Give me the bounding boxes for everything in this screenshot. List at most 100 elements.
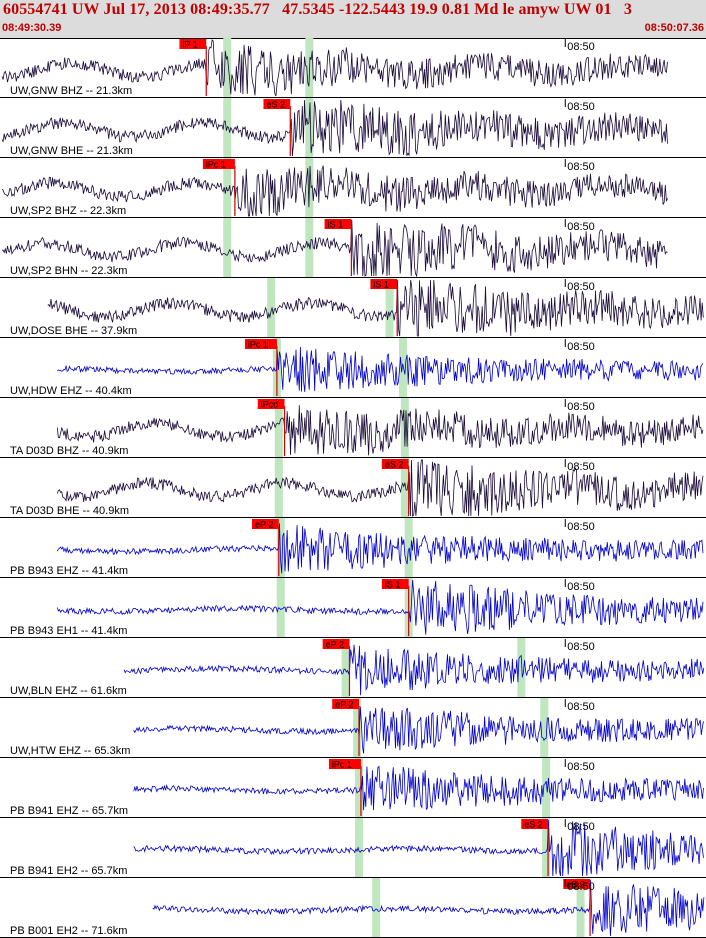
- time-tick-label: 08:50: [567, 821, 595, 833]
- predicted-arrival-band: [355, 758, 364, 818]
- predicted-arrival-band: [267, 278, 276, 338]
- time-tick-label: 08:50: [567, 521, 595, 533]
- predicted-arrival-band: [385, 278, 394, 338]
- pick-flag[interactable]: [244, 339, 277, 349]
- window-end-time: 08:50:07.36: [644, 22, 704, 34]
- predicted-arrival-band: [341, 638, 350, 698]
- channel-label: UW,GNW BHZ -- 21.3km: [10, 85, 132, 97]
- channel-label: PB B943 EH1 -- 41.4km: [10, 625, 127, 637]
- time-tick-label: 08:50: [567, 761, 595, 773]
- pick-flag[interactable]: [324, 219, 352, 229]
- time-tick-label: 08:50: [567, 401, 595, 413]
- pick-label: iPc 1: [332, 760, 352, 770]
- waveform-trace: [123, 644, 705, 696]
- channel-label: PB B943 EHZ -- 41.4km: [10, 565, 128, 577]
- pick-label: eS 2: [385, 460, 404, 470]
- channel-label: UW,SP2 BHN -- 22.3km: [10, 265, 127, 277]
- channel-label: UW,SP2 BHZ -- 22.3km: [10, 205, 126, 217]
- channel-row[interactable]: iP 1 08:50 UW,GNW BHZ -- 21.3km: [0, 38, 706, 98]
- pick-flag[interactable]: [263, 99, 291, 109]
- time-tick-label: 08:50: [567, 101, 595, 113]
- waveform-trace: [56, 523, 704, 574]
- waveform-trace: [56, 405, 704, 456]
- time-tick-label: 08:50: [567, 461, 595, 473]
- channel-row[interactable]: eP 2 08:50 PB B943 EHZ -- 41.4km: [0, 518, 706, 578]
- channel-label: TA D03D BHE -- 40.9km: [10, 505, 129, 517]
- time-tick-label: 08:50: [567, 581, 595, 593]
- time-tick-label: 08:50: [567, 701, 595, 713]
- predicted-arrival-band: [404, 518, 413, 578]
- pick-label: iPc 1: [206, 160, 226, 170]
- pick-flag[interactable]: [332, 699, 360, 709]
- predicted-arrival-band: [305, 98, 314, 158]
- waveform-trace: [133, 819, 704, 877]
- pick-flag[interactable]: [252, 519, 279, 529]
- window-start-time: 08:49:30.39: [2, 22, 62, 34]
- time-tick-label: 08:50: [567, 161, 595, 173]
- predicted-arrival-band: [400, 398, 409, 458]
- channel-row[interactable]: iPc 1 08:50 UW,SP2 BHZ -- 22.3km: [0, 158, 706, 218]
- waveform-trace: [56, 579, 704, 635]
- waveform-trace: [133, 706, 704, 754]
- pick-label: iPc 1: [248, 340, 268, 350]
- predicted-arrival-band: [576, 878, 585, 938]
- channel-row[interactable]: iPc 1 08:50 PB B941 EHZ -- 65.7km: [0, 758, 706, 818]
- channel-label: UW,BLN EHZ -- 61.6km: [10, 685, 127, 697]
- channel-row[interactable]: eP 2 08:50 UW,BLN EHZ -- 61.6km: [0, 638, 706, 698]
- channel-row[interactable]: eS 2 08:50 PB B941 EH2 -- 65.7km: [0, 818, 706, 878]
- pick-flag[interactable]: [202, 159, 235, 169]
- waveform-trace: [47, 279, 704, 337]
- predicted-arrival-band: [398, 338, 407, 398]
- time-tick-label: 08:50: [567, 641, 595, 653]
- channel-label: TA D03D BHZ -- 40.9km: [10, 445, 128, 457]
- waveform-trace: [133, 765, 704, 811]
- pick-label: iS 1: [373, 280, 389, 290]
- pick-flag[interactable]: [179, 39, 207, 49]
- predicted-arrival-band: [223, 38, 232, 98]
- channel-row[interactable]: iS 1 08:50 UW,SP2 BHN -- 22.3km: [0, 218, 706, 278]
- channel-row[interactable]: eS 2 08:50 UW,GNW BHE -- 21.3km: [0, 98, 706, 158]
- pick-flag[interactable]: [521, 819, 549, 829]
- channel-label: PB B941 EH2 -- 65.7km: [10, 865, 127, 877]
- channel-label: PB B941 EHZ -- 65.7km: [10, 805, 128, 817]
- pick-label: iP 1: [182, 40, 197, 50]
- channel-row[interactable]: iPcd 08:50 TA D03D BHZ -- 40.9km: [0, 398, 706, 458]
- pick-flag[interactable]: [381, 579, 409, 589]
- predicted-arrival-band: [274, 458, 283, 518]
- predicted-arrival-band: [540, 698, 549, 758]
- waveform-trace: [56, 459, 704, 517]
- channel-row[interactable]: eS 2 08:50 TA D03D BHE -- 40.9km: [0, 458, 706, 518]
- pick-flag[interactable]: [370, 279, 398, 289]
- channel-row[interactable]: iS 1 08:50 PB B943 EH1 -- 41.4km: [0, 578, 706, 638]
- waveform-trace: [57, 346, 704, 393]
- channel-row[interactable]: iS 1 08:50 UW,DOSE BHE -- 37.9km: [0, 278, 706, 338]
- pick-label: eP 2: [326, 640, 344, 650]
- pick-label: eS 2: [524, 820, 543, 830]
- time-tick-label: 08:50: [567, 881, 595, 893]
- channel-row[interactable]: eP 2 08:50 UW,HTW EHZ -- 65.3km: [0, 698, 706, 758]
- waveform-trace: [1, 39, 668, 97]
- pick-label: iPcd: [261, 400, 279, 410]
- predicted-arrival-band: [517, 638, 526, 698]
- time-tick-label: 08:50: [567, 341, 595, 353]
- pick-label: eS 2: [266, 100, 285, 110]
- channel-row[interactable]: eS 208:50 PB B001 EH2 -- 71.6km: [0, 878, 706, 938]
- pick-label: eS 2: [566, 880, 585, 890]
- pick-flag[interactable]: [563, 879, 591, 889]
- predicted-arrival-band: [542, 758, 551, 818]
- time-tick-label: 08:50: [567, 41, 595, 53]
- pick-label: eP 2: [255, 520, 273, 530]
- pick-flag[interactable]: [381, 459, 409, 469]
- waveform-trace: [1, 99, 668, 157]
- predicted-arrival-band: [223, 218, 232, 278]
- pick-flag[interactable]: [322, 639, 350, 649]
- pick-flag[interactable]: [257, 399, 285, 409]
- channel-label: UW,GNW BHE -- 21.3km: [10, 145, 133, 157]
- channel-row[interactable]: iPc 1 08:50 UW,HDW EHZ -- 40.4km: [0, 338, 706, 398]
- predicted-arrival-band: [372, 878, 381, 938]
- waveform-trace: [2, 219, 668, 278]
- time-tick-label: 08:50: [567, 281, 595, 293]
- predicted-arrival-band: [276, 578, 285, 638]
- pick-flag[interactable]: [328, 759, 361, 769]
